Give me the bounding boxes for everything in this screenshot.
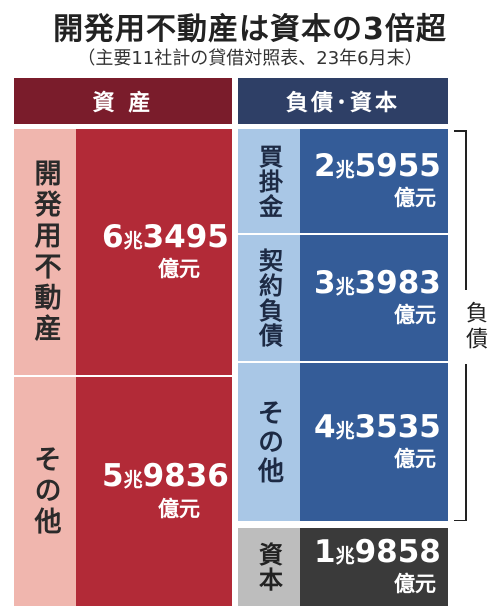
assets-header: 資 産 [14,78,232,124]
liabilities-value-column [300,129,448,521]
liabilities-bracket-label-bg [455,290,493,364]
liability-amount-accounts-payable: 2兆5955 [314,147,441,184]
asset-unit-other: 億元 [158,496,200,521]
equity-value: 1兆9858 億元 [300,528,448,606]
equity-label: 資本 [254,542,283,592]
asset-label-development-property: 開発用不動産 [29,159,61,345]
assets-value-column [76,129,232,606]
assets-divider [14,375,232,377]
equity-unit: 億元 [394,572,436,597]
liabilities-label-column [238,129,300,521]
liability-value-accounts-payable: 2兆5955 億元 [300,129,448,233]
asset-unit-development-property: 億元 [158,257,200,282]
liability-label-contract-liabilities: 契約負債 [254,248,283,348]
equity-value-bg [300,528,448,606]
liabilities-bracket-label: 負債 [462,301,487,353]
liability-unit-accounts-payable: 億元 [394,186,436,211]
chart-subtitle: （主要11社計の貸借対照表、23年6月末） [77,48,423,69]
liability-amount-contract-liabilities: 3兆3983 [314,264,441,301]
asset-label-other: その他 [29,445,61,538]
asset-value-development-property: 6兆3495 億元 [76,129,232,375]
liabilities-equity-header: 負債･資本 [238,78,448,124]
liability-value-contract-liabilities: 3兆3983 億元 [300,235,448,361]
liability-label-accounts-payable: 買掛金 [254,143,283,219]
liabilities-divider-1 [238,233,448,235]
equity-amount: 1兆9858 [314,533,441,570]
equity-label-bg [238,528,300,606]
asset-amount-development-property: 6兆3495 [102,218,229,255]
liability-unit-other: 億元 [394,447,436,472]
liability-amount-other: 4兆3535 [314,408,441,445]
chart-title: 開発用不動産は資本の3倍超 [53,12,447,47]
assets-label-column [14,129,76,606]
liabilities-divider-2 [238,361,448,363]
asset-amount-other: 5兆9836 [102,458,229,495]
liability-label-other: その他 [253,398,284,486]
liability-unit-contract-liabilities: 億元 [394,303,436,328]
liability-value-other: 4兆3535 億元 [300,363,448,521]
asset-value-other: 5兆9836 億元 [76,377,232,606]
